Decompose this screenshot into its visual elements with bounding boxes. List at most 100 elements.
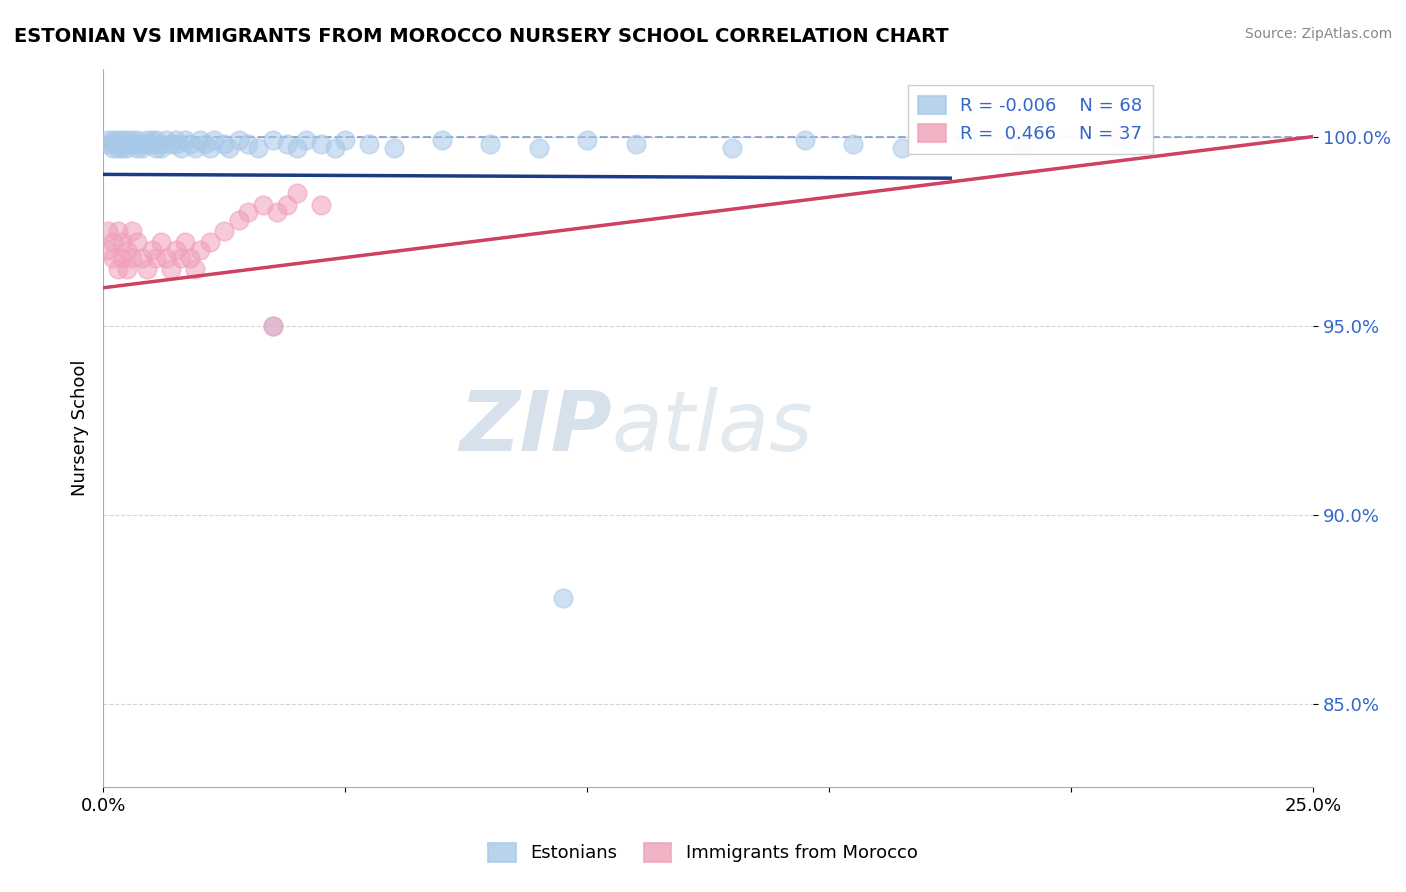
Point xyxy=(1011,137,1033,152)
Point xyxy=(174,235,197,250)
Point xyxy=(479,137,502,152)
Point xyxy=(97,243,120,257)
Point xyxy=(1108,129,1130,144)
Point xyxy=(184,261,207,276)
Point xyxy=(794,133,817,147)
Point xyxy=(198,235,221,250)
Point xyxy=(198,141,221,155)
Point xyxy=(309,197,332,211)
Point xyxy=(382,141,405,155)
Point xyxy=(285,186,308,201)
Point xyxy=(141,133,163,147)
Point xyxy=(953,133,976,147)
Point xyxy=(309,137,332,152)
Point xyxy=(107,137,129,152)
Point xyxy=(527,141,550,155)
Point xyxy=(135,137,157,152)
Point xyxy=(165,133,187,147)
Point xyxy=(111,137,134,152)
Point xyxy=(212,137,235,152)
Legend: R = -0.006    N = 68, R =  0.466    N = 37: R = -0.006 N = 68, R = 0.466 N = 37 xyxy=(908,85,1153,154)
Point xyxy=(121,224,143,238)
Point xyxy=(155,133,177,147)
Point xyxy=(125,235,148,250)
Point xyxy=(218,141,240,155)
Point xyxy=(117,261,139,276)
Point xyxy=(295,133,318,147)
Point xyxy=(111,133,134,147)
Point xyxy=(145,133,167,147)
Point xyxy=(262,318,284,333)
Y-axis label: Nursery School: Nursery School xyxy=(72,359,89,496)
Point xyxy=(107,224,129,238)
Point xyxy=(184,141,207,155)
Point xyxy=(276,197,298,211)
Point xyxy=(117,243,139,257)
Point xyxy=(121,133,143,147)
Point xyxy=(97,133,120,147)
Point xyxy=(842,137,865,152)
Point xyxy=(238,137,260,152)
Point xyxy=(160,137,183,152)
Point xyxy=(101,235,124,250)
Point xyxy=(101,137,124,152)
Point xyxy=(97,137,120,152)
Point xyxy=(155,251,177,265)
Point xyxy=(101,251,124,265)
Point xyxy=(266,205,288,219)
Point xyxy=(141,137,163,152)
Point xyxy=(150,235,173,250)
Point xyxy=(179,251,201,265)
Point xyxy=(204,133,226,147)
Point xyxy=(359,137,381,152)
Point xyxy=(160,261,183,276)
Point xyxy=(624,137,647,152)
Point xyxy=(333,133,356,147)
Point xyxy=(117,141,139,155)
Point xyxy=(150,137,173,152)
Point xyxy=(117,137,139,152)
Point xyxy=(276,137,298,152)
Point xyxy=(111,235,134,250)
Point xyxy=(169,251,191,265)
Point xyxy=(131,137,153,152)
Text: Source: ZipAtlas.com: Source: ZipAtlas.com xyxy=(1244,27,1392,41)
Point xyxy=(890,141,912,155)
Point xyxy=(285,141,308,155)
Point xyxy=(145,141,167,155)
Point xyxy=(117,133,139,147)
Point xyxy=(125,141,148,155)
Point xyxy=(107,141,129,155)
Point xyxy=(188,133,211,147)
Text: atlas: atlas xyxy=(612,387,813,468)
Point xyxy=(125,137,148,152)
Point xyxy=(179,137,201,152)
Point xyxy=(131,141,153,155)
Point xyxy=(228,133,250,147)
Point xyxy=(262,318,284,333)
Point xyxy=(125,133,148,147)
Point xyxy=(150,141,173,155)
Point xyxy=(101,141,124,155)
Legend: Estonians, Immigrants from Morocco: Estonians, Immigrants from Morocco xyxy=(481,836,925,870)
Point xyxy=(145,251,167,265)
Point xyxy=(107,133,129,147)
Point xyxy=(238,205,260,219)
Point xyxy=(576,133,599,147)
Point xyxy=(121,251,143,265)
Point xyxy=(165,137,187,152)
Point xyxy=(551,591,574,605)
Point xyxy=(325,141,347,155)
Point xyxy=(135,261,157,276)
Point xyxy=(131,251,153,265)
Point xyxy=(169,141,191,155)
Point xyxy=(247,141,270,155)
Point xyxy=(194,137,217,152)
Point xyxy=(165,243,187,257)
Point xyxy=(721,141,744,155)
Point xyxy=(212,224,235,238)
Text: ESTONIAN VS IMMIGRANTS FROM MOROCCO NURSERY SCHOOL CORRELATION CHART: ESTONIAN VS IMMIGRANTS FROM MOROCCO NURS… xyxy=(14,27,949,45)
Point xyxy=(252,197,274,211)
Text: ZIP: ZIP xyxy=(458,387,612,468)
Point xyxy=(174,133,197,147)
